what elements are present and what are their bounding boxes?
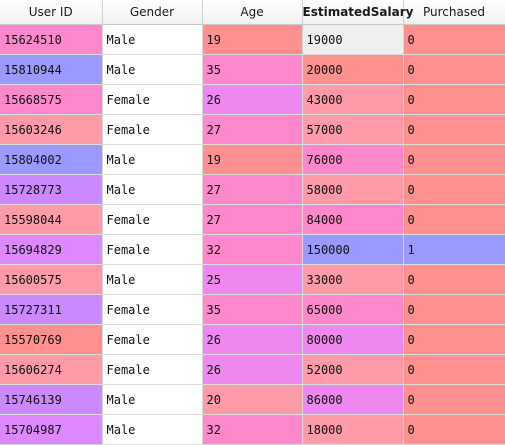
gender-cell[interactable]: Male (102, 174, 203, 205)
gender-cell[interactable]: Female (102, 294, 203, 325)
table-row[interactable]: 15600575 Male 25 33000 0 (0, 264, 505, 295)
gender-cell[interactable]: Female (102, 114, 203, 145)
user-id-cell[interactable]: 15606274 (0, 354, 103, 385)
table-body: 15624510 Male 19 19000 0 15810944 Male 35 20000 0… (0, 24, 505, 445)
age-cell[interactable]: 25 (202, 264, 303, 295)
purchased-cell[interactable]: 0 (403, 354, 505, 385)
table-row[interactable]: 15570769 Female 26 80000 0 (0, 324, 505, 355)
gender-cell[interactable]: Male (102, 414, 203, 445)
user-id-cell[interactable]: 15668575 (0, 84, 103, 115)
gender-cell[interactable]: Female (102, 84, 203, 115)
estimated-salary-cell[interactable]: 43000 (302, 84, 404, 115)
user-id-cell[interactable]: 15804002 (0, 144, 103, 175)
gender-cell[interactable]: Female (102, 234, 203, 265)
purchased-cell[interactable]: 0 (403, 144, 505, 175)
table-row[interactable]: 15704987 Male 32 18000 0 (0, 414, 505, 445)
table-row[interactable]: 15728773 Male 27 58000 0 (0, 174, 505, 205)
user-id-cell[interactable]: 15598044 (0, 204, 103, 235)
age-cell[interactable]: 35 (202, 294, 303, 325)
estimated-salary-cell[interactable]: 58000 (302, 174, 404, 205)
estimated-salary-cell[interactable]: 57000 (302, 114, 404, 145)
user-id-cell[interactable]: 15694829 (0, 234, 103, 265)
gender-cell[interactable]: Male (102, 384, 203, 415)
purchased-cell[interactable]: 0 (403, 384, 505, 415)
purchased-cell[interactable]: 0 (403, 84, 505, 115)
table-row[interactable]: 15624510 Male 19 19000 0 (0, 24, 505, 55)
table-row[interactable]: 15810944 Male 35 20000 0 (0, 54, 505, 85)
age-cell[interactable]: 26 (202, 324, 303, 355)
purchased-cell[interactable]: 0 (403, 54, 505, 85)
purchased-cell[interactable]: 0 (403, 204, 505, 235)
table-row[interactable]: 15603246 Female 27 57000 0 (0, 114, 505, 145)
estimated-salary-cell[interactable]: 19000 (302, 24, 404, 55)
age-cell[interactable]: 27 (202, 114, 303, 145)
age-cell[interactable]: 35 (202, 54, 303, 85)
age-cell[interactable]: 32 (202, 414, 303, 445)
age-cell[interactable]: 19 (202, 144, 303, 175)
purchased-cell[interactable]: 0 (403, 24, 505, 55)
user-id-cell[interactable]: 15570769 (0, 324, 103, 355)
purchased-cell[interactable]: 0 (403, 294, 505, 325)
estimated-salary-cell[interactable]: 80000 (302, 324, 404, 355)
column-header-purchased[interactable]: Purchased (403, 0, 505, 25)
table-row[interactable]: 15606274 Female 26 52000 0 (0, 354, 505, 385)
age-cell[interactable]: 27 (202, 204, 303, 235)
user-id-cell[interactable]: 15624510 (0, 24, 103, 55)
estimated-salary-cell[interactable]: 86000 (302, 384, 404, 415)
column-header-user-id[interactable]: User ID (0, 0, 103, 25)
table-row[interactable]: 15668575 Female 26 43000 0 (0, 84, 505, 115)
age-cell[interactable]: 19 (202, 24, 303, 55)
estimated-salary-cell[interactable]: 84000 (302, 204, 404, 235)
purchased-cell[interactable]: 0 (403, 414, 505, 445)
table-header: User ID Gender Age EstimatedSalary Purch… (0, 0, 505, 25)
purchased-cell[interactable]: 1 (403, 234, 505, 265)
gender-cell[interactable]: Female (102, 324, 203, 355)
gender-cell[interactable]: Male (102, 264, 203, 295)
estimated-salary-cell[interactable]: 18000 (302, 414, 404, 445)
table-row[interactable]: 15598044 Female 27 84000 0 (0, 204, 505, 235)
estimated-salary-cell[interactable]: 76000 (302, 144, 404, 175)
purchased-cell[interactable]: 0 (403, 114, 505, 145)
estimated-salary-cell[interactable]: 52000 (302, 354, 404, 385)
estimated-salary-cell[interactable]: 33000 (302, 264, 404, 295)
user-id-cell[interactable]: 15600575 (0, 264, 103, 295)
user-id-cell[interactable]: 15727311 (0, 294, 103, 325)
table-row[interactable]: 15694829 Female 32 150000 1 (0, 234, 505, 265)
table-row[interactable]: 15746139 Male 20 86000 0 (0, 384, 505, 415)
user-id-cell[interactable]: 15603246 (0, 114, 103, 145)
age-cell[interactable]: 32 (202, 234, 303, 265)
column-header-gender[interactable]: Gender (102, 0, 203, 25)
age-cell[interactable]: 27 (202, 174, 303, 205)
age-cell[interactable]: 26 (202, 354, 303, 385)
header-row: User ID Gender Age EstimatedSalary Purch… (0, 0, 505, 25)
estimated-salary-cell[interactable]: 150000 (302, 234, 404, 265)
user-id-cell[interactable]: 15728773 (0, 174, 103, 205)
gender-cell[interactable]: Male (102, 54, 203, 85)
user-id-cell[interactable]: 15746139 (0, 384, 103, 415)
column-header-age[interactable]: Age (202, 0, 303, 25)
gender-cell[interactable]: Male (102, 24, 203, 55)
gender-cell[interactable]: Female (102, 354, 203, 385)
user-id-cell[interactable]: 15704987 (0, 414, 103, 445)
gender-cell[interactable]: Female (102, 204, 203, 235)
user-id-cell[interactable]: 15810944 (0, 54, 103, 85)
gender-cell[interactable]: Male (102, 144, 203, 175)
column-header-estimated-salary[interactable]: EstimatedSalary (302, 0, 413, 25)
estimated-salary-cell[interactable]: 65000 (302, 294, 404, 325)
table-row[interactable]: 15804002 Male 19 76000 0 (0, 144, 505, 175)
purchased-cell[interactable]: 0 (403, 264, 505, 295)
age-cell[interactable]: 26 (202, 84, 303, 115)
table-row[interactable]: 15727311 Female 35 65000 0 (0, 294, 505, 325)
purchased-cell[interactable]: 0 (403, 174, 505, 205)
estimated-salary-cell[interactable]: 20000 (302, 54, 404, 85)
purchased-cell[interactable]: 0 (403, 324, 505, 355)
age-cell[interactable]: 20 (202, 384, 303, 415)
